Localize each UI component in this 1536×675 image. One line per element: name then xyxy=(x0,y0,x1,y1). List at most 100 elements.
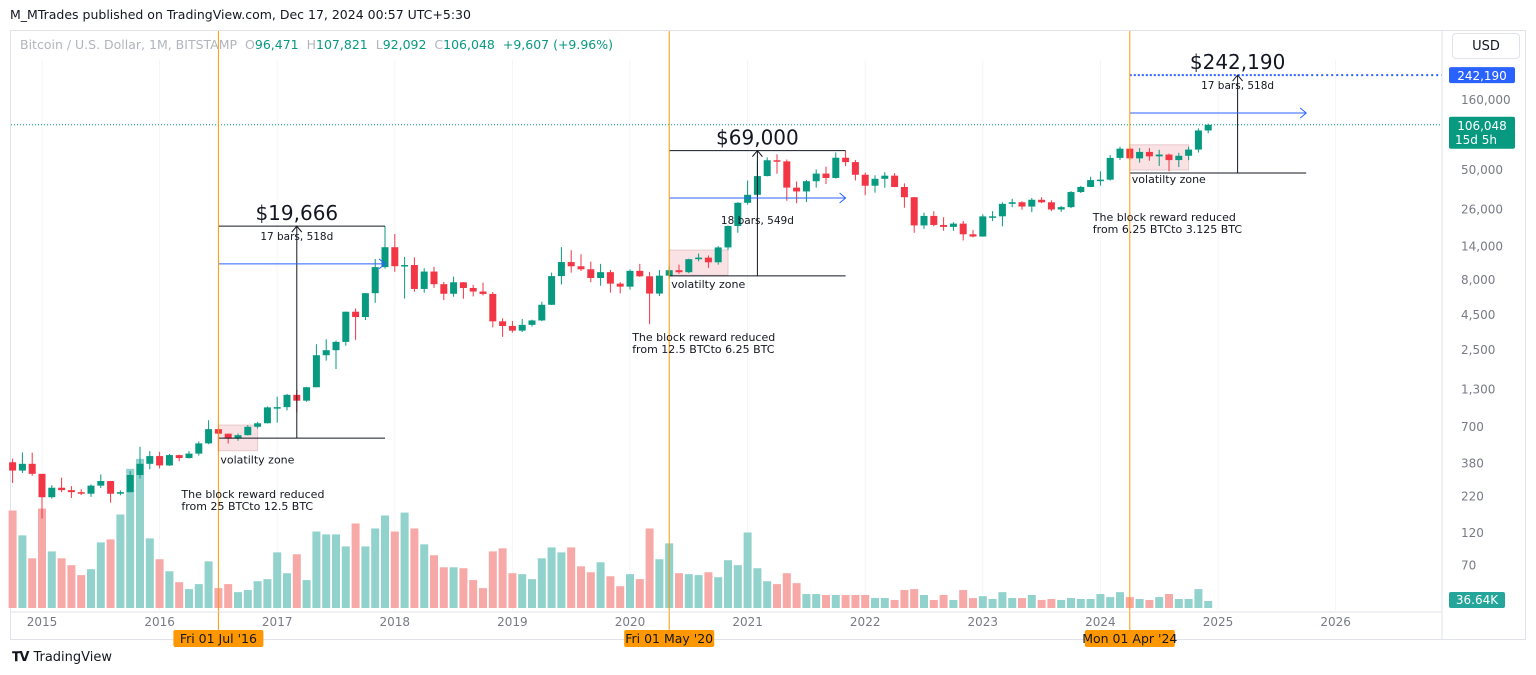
candle-body[interactable] xyxy=(126,474,134,493)
candle-body[interactable] xyxy=(1067,192,1075,208)
candle-body[interactable] xyxy=(763,160,771,177)
candle-body[interactable] xyxy=(136,463,144,475)
candle-body[interactable] xyxy=(38,473,46,498)
candle-body[interactable] xyxy=(597,272,605,279)
candle-body[interactable] xyxy=(479,291,487,294)
candle-body[interactable] xyxy=(1106,157,1114,180)
candle-body[interactable] xyxy=(695,257,703,260)
candle-body[interactable] xyxy=(704,257,712,263)
candle-body[interactable] xyxy=(28,463,36,474)
candle-body[interactable] xyxy=(822,173,830,178)
candle-body[interactable] xyxy=(900,186,908,198)
candle-body[interactable] xyxy=(440,284,448,294)
candle-body[interactable] xyxy=(1165,154,1173,161)
candle-body[interactable] xyxy=(391,247,399,267)
candle-body[interactable] xyxy=(577,266,585,270)
candle-body[interactable] xyxy=(734,202,742,227)
candle-body[interactable] xyxy=(165,455,173,466)
candle-body[interactable] xyxy=(224,433,232,439)
candle-body[interactable] xyxy=(48,487,56,498)
candle-body[interactable] xyxy=(352,311,360,318)
candle-body[interactable] xyxy=(606,272,614,284)
candle-body[interactable] xyxy=(263,407,271,424)
candle-body[interactable] xyxy=(1038,199,1046,203)
candle-body[interactable] xyxy=(861,174,869,186)
candle-body[interactable] xyxy=(920,215,928,226)
candle-body[interactable] xyxy=(273,407,281,409)
candle-body[interactable] xyxy=(107,481,115,494)
candle-body[interactable] xyxy=(195,443,203,454)
candle-body[interactable] xyxy=(508,325,516,331)
candle-body[interactable] xyxy=(616,283,624,287)
candle-body[interactable] xyxy=(244,426,252,436)
candle-body[interactable] xyxy=(567,262,575,267)
candle-body[interactable] xyxy=(548,276,556,305)
tradingview-logo-icon[interactable]: 𝐓V xyxy=(12,650,29,665)
candle-body[interactable] xyxy=(116,492,124,494)
candle-body[interactable] xyxy=(1185,149,1193,156)
candle-body[interactable] xyxy=(381,247,389,268)
candle-body[interactable] xyxy=(1087,180,1095,187)
candle-body[interactable] xyxy=(156,456,164,466)
candle-body[interactable] xyxy=(538,304,546,321)
candle-body[interactable] xyxy=(410,265,418,289)
candle-body[interactable] xyxy=(940,224,948,227)
candle-body[interactable] xyxy=(959,223,967,235)
candle-body[interactable] xyxy=(146,456,154,464)
candle-body[interactable] xyxy=(1204,124,1212,131)
candle-body[interactable] xyxy=(459,282,467,289)
candle-body[interactable] xyxy=(254,423,262,427)
candle-body[interactable] xyxy=(1136,151,1144,159)
candle-body[interactable] xyxy=(469,288,477,292)
candle-body[interactable] xyxy=(832,157,840,178)
candle-body[interactable] xyxy=(77,492,85,494)
candle-body[interactable] xyxy=(303,387,311,401)
candle-body[interactable] xyxy=(1096,179,1104,182)
candle-body[interactable] xyxy=(401,265,409,267)
candle-body[interactable] xyxy=(655,275,663,294)
candle-body[interactable] xyxy=(9,462,17,471)
candle-body[interactable] xyxy=(930,215,938,225)
candle-body[interactable] xyxy=(528,320,536,325)
candle-body[interactable] xyxy=(910,197,918,226)
candle-body[interactable] xyxy=(58,487,66,491)
candle-body[interactable] xyxy=(646,276,654,294)
footer-brand[interactable]: TradingView xyxy=(33,650,112,665)
candle-body[interactable] xyxy=(851,162,859,175)
candle-body[interactable] xyxy=(283,394,291,408)
candle-body[interactable] xyxy=(998,203,1006,217)
candle-body[interactable] xyxy=(842,157,850,163)
candle-body[interactable] xyxy=(97,481,105,486)
candle-body[interactable] xyxy=(342,311,350,342)
candle-body[interactable] xyxy=(450,282,458,294)
candle-body[interactable] xyxy=(1028,199,1036,207)
candle-body[interactable] xyxy=(675,270,683,273)
candle-body[interactable] xyxy=(1047,202,1055,210)
candle-body[interactable] xyxy=(979,216,987,237)
candle-body[interactable] xyxy=(185,453,193,459)
candle-body[interactable] xyxy=(949,223,957,227)
candle-body[interactable] xyxy=(1057,207,1065,210)
candle-body[interactable] xyxy=(361,293,369,318)
candle-body[interactable] xyxy=(332,341,340,351)
candle-body[interactable] xyxy=(175,455,183,459)
candle-body[interactable] xyxy=(557,262,565,277)
candle-body[interactable] xyxy=(1008,202,1016,204)
candle-body[interactable] xyxy=(1194,130,1202,150)
candle-body[interactable] xyxy=(969,234,977,237)
candle-body[interactable] xyxy=(205,429,213,444)
candle-body[interactable] xyxy=(685,259,693,273)
candle-body[interactable] xyxy=(322,350,330,356)
candle-body[interactable] xyxy=(871,178,879,186)
candle-body[interactable] xyxy=(430,271,438,285)
candle-body[interactable] xyxy=(1116,148,1124,158)
candle-body[interactable] xyxy=(802,181,810,192)
candle-body[interactable] xyxy=(499,321,507,326)
candle-body[interactable] xyxy=(420,271,428,289)
candle-body[interactable] xyxy=(87,485,95,494)
candle-body[interactable] xyxy=(18,463,26,471)
candle-body[interactable] xyxy=(1018,202,1026,207)
candle-body[interactable] xyxy=(67,490,75,493)
candle-body[interactable] xyxy=(989,216,997,218)
